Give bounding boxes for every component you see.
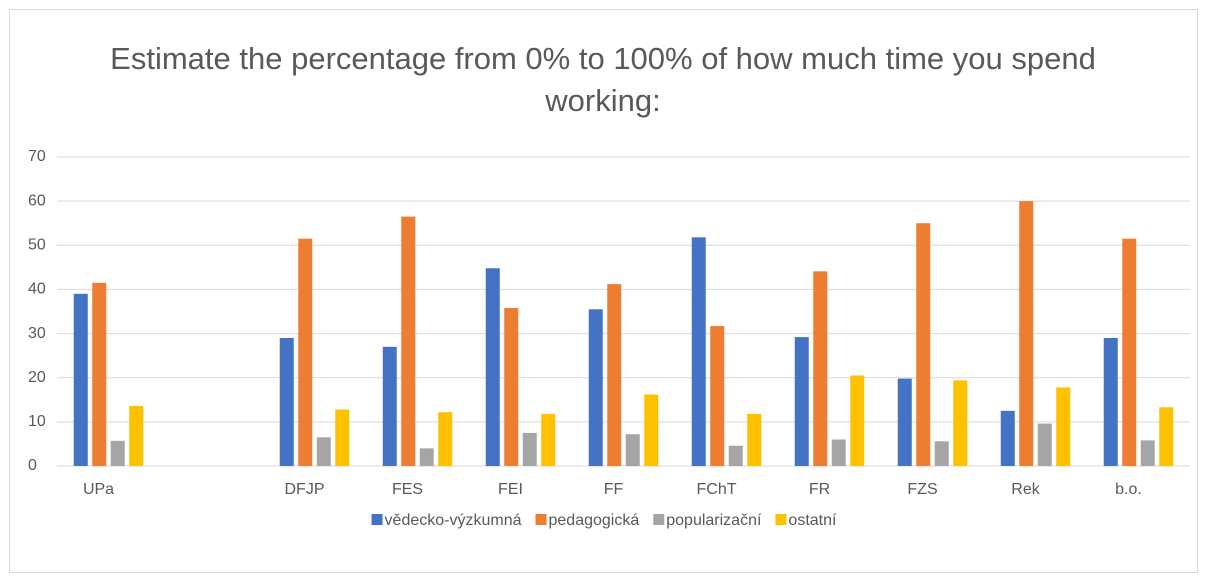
bar	[794, 337, 809, 466]
x-tick-label: FEI	[498, 481, 523, 498]
bar	[522, 432, 537, 466]
bar	[850, 375, 865, 466]
y-tick-label: 20	[28, 369, 46, 386]
bar	[419, 448, 434, 466]
y-tick-label: 60	[28, 192, 46, 209]
bar	[1140, 440, 1155, 466]
y-tick-label: 70	[28, 148, 46, 165]
legend-swatch	[535, 514, 547, 525]
y-tick-label: 0	[28, 457, 37, 474]
bar	[1122, 238, 1137, 466]
chart-title: Estimate the percentage from 0% to 100% …	[110, 41, 1096, 118]
bar	[747, 413, 762, 466]
bar	[335, 409, 350, 466]
bar	[298, 238, 313, 466]
bar	[401, 216, 416, 466]
bar	[110, 440, 125, 466]
y-tick-label: 10	[28, 413, 46, 430]
bar	[316, 437, 331, 466]
legend-swatch	[775, 514, 787, 525]
bar	[691, 237, 706, 466]
bar	[916, 223, 931, 466]
bar	[1019, 201, 1034, 466]
bar	[1159, 407, 1174, 466]
x-tick-label: b.o.	[1115, 481, 1142, 498]
x-tick-label: FChT	[697, 481, 737, 498]
bar	[813, 271, 828, 466]
bar	[382, 346, 397, 466]
x-tick-label: FF	[604, 481, 624, 498]
legend-label: vědecko-výzkumná	[385, 512, 522, 529]
bar	[541, 413, 556, 466]
bar	[1056, 387, 1071, 466]
y-tick-label: 50	[28, 237, 46, 254]
x-tick-label: FZS	[907, 481, 937, 498]
bar	[588, 309, 603, 466]
bar	[934, 441, 949, 466]
legend-label: popularizační	[666, 512, 762, 529]
legend-swatch	[371, 514, 383, 525]
x-tick-label: DFJP	[285, 481, 325, 498]
x-tick-label: FES	[392, 481, 423, 498]
legend-label: pedagogická	[549, 512, 640, 529]
bar	[92, 282, 107, 466]
bar	[1000, 410, 1015, 466]
legend-label: ostatní	[788, 512, 837, 529]
bar	[897, 378, 912, 466]
legend-swatch	[653, 514, 665, 525]
bar	[485, 268, 500, 466]
y-tick-label: 40	[28, 281, 46, 298]
bar	[831, 439, 846, 466]
bar	[279, 337, 294, 466]
chart-border	[9, 9, 1198, 573]
bar	[73, 293, 88, 466]
x-tick-label: Rek	[1011, 481, 1040, 498]
x-tick-label: FR	[809, 481, 830, 498]
bar	[625, 434, 640, 466]
bar	[710, 326, 725, 466]
x-tick-label: UPa	[83, 481, 114, 498]
bar	[607, 284, 622, 466]
bar	[1037, 423, 1052, 466]
bar	[1103, 337, 1118, 466]
bar	[504, 307, 519, 466]
bar	[438, 412, 453, 466]
bar	[728, 445, 743, 466]
y-tick-label: 30	[28, 325, 46, 342]
bar	[129, 405, 144, 466]
bar	[953, 380, 968, 466]
bar	[644, 394, 659, 466]
